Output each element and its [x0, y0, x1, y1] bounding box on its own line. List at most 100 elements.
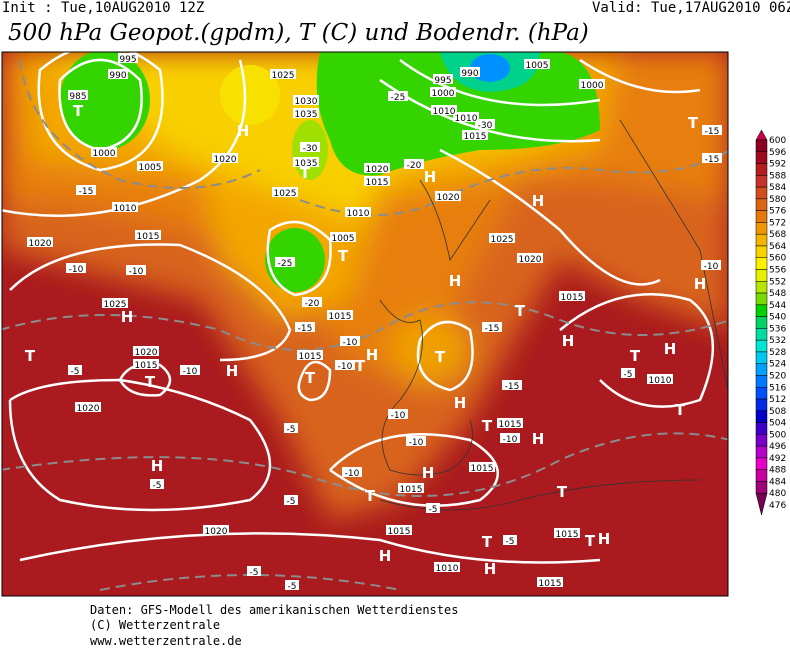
contour-label: -5 [624, 370, 633, 380]
contour-label: 1020 [437, 193, 460, 203]
label-box [302, 297, 322, 307]
colorbar-band [755, 163, 768, 176]
label-box [434, 562, 460, 572]
contour-label: 1020 [214, 155, 237, 165]
colorbar-band [755, 422, 768, 435]
contour-label: -10 [391, 411, 406, 421]
label-box [701, 260, 721, 270]
contour-label: 1010 [649, 376, 672, 386]
pressure-center: T [355, 357, 366, 375]
pressure-center: H [237, 122, 250, 140]
label-box [126, 265, 146, 275]
label-box [647, 374, 673, 384]
label-box [431, 105, 457, 115]
label-box [137, 161, 163, 171]
contour-label: -15 [505, 382, 520, 392]
init-time: Init : Tue,10AUG2010 12Z [2, 0, 204, 16]
colorbar-label: 496 [769, 442, 786, 452]
contour-label: 995 [119, 55, 136, 65]
label-box [212, 153, 238, 163]
contour-label: 1015 [329, 312, 352, 322]
pressure-center: H [562, 332, 575, 350]
label-box [327, 310, 353, 320]
colorbar-band [755, 351, 768, 364]
pressure-center: H [532, 192, 545, 210]
label-box [284, 423, 298, 433]
pressure-center: H [422, 464, 435, 482]
label-box [68, 90, 88, 100]
label-box [270, 69, 296, 79]
contour-label: -25 [278, 259, 293, 269]
colorbar-band [755, 339, 768, 353]
colorbar-label: 568 [769, 230, 786, 240]
colorbar-label: 544 [769, 301, 786, 311]
contour-label: -15 [298, 324, 313, 334]
pressure-center: H [598, 530, 611, 548]
colorbar-label: 516 [769, 383, 786, 393]
contour-label: -20 [305, 299, 320, 309]
colorbar-band [755, 398, 768, 412]
label-box [342, 467, 362, 477]
colorbar-band [755, 139, 768, 153]
contour-label: -30 [478, 121, 493, 131]
label-box [76, 185, 96, 195]
contour-label: 1010 [436, 564, 459, 574]
contour-label: 1010 [455, 114, 478, 124]
contour-label: 990 [461, 69, 478, 79]
contour-label: 1020 [366, 165, 389, 175]
label-box [118, 53, 138, 63]
contour-label: 1020 [135, 348, 158, 358]
pressure-center: T [365, 487, 376, 505]
contour-label: -10 [345, 469, 360, 479]
contour-label: -15 [485, 324, 500, 334]
label-box [133, 346, 159, 356]
colorbar-label: 536 [769, 324, 786, 334]
colorbar-band [755, 269, 768, 282]
contour-label: -10 [503, 435, 518, 445]
colorbar-band [755, 222, 768, 235]
contour-label: 1015 [135, 361, 158, 371]
label-box [112, 202, 138, 212]
contour-label: -10 [338, 362, 353, 372]
label-box [295, 322, 315, 332]
footer-url: www.wetterzentrale.de [90, 634, 242, 648]
colorbar-label: 596 [769, 148, 786, 158]
colorbar-band [755, 233, 768, 247]
contour-label: 1015 [561, 293, 584, 303]
label-box [293, 157, 319, 167]
colorbar-label: 540 [769, 313, 786, 323]
colorbar-band [755, 186, 768, 200]
colorbar-label: 572 [769, 218, 786, 228]
contour-label: 1015 [400, 485, 423, 495]
label-box [426, 503, 440, 513]
pressure-center: T [25, 347, 36, 365]
colorbar-label: 512 [769, 395, 786, 405]
colorbar-band [755, 151, 768, 164]
pressure-center: H [532, 430, 545, 448]
label-box [621, 368, 635, 378]
label-box [133, 359, 159, 369]
valid-time: Valid: Tue,17AUG2010 06Z [592, 0, 790, 16]
colorbar-band [755, 198, 768, 211]
pressure-center: T [482, 533, 493, 551]
colorbar-label: 532 [769, 336, 786, 346]
label-box [102, 298, 128, 308]
pressure-center: H [664, 340, 677, 358]
pressure-center: T [338, 247, 349, 265]
colorbar-label: 504 [769, 419, 786, 429]
colorbar-band [755, 245, 768, 258]
contour-label: 1010 [433, 107, 456, 117]
contour-label: 995 [434, 76, 451, 86]
label-box [203, 525, 229, 535]
contour-label: -15 [705, 155, 720, 165]
colorbar-label: 524 [769, 360, 786, 370]
label-box [453, 112, 479, 122]
colorbar-band [755, 387, 768, 400]
colorbar-label: 528 [769, 348, 786, 358]
label-box [386, 525, 412, 535]
pressure-center: T [300, 164, 311, 182]
pressure-center: T [557, 483, 568, 501]
label-box [702, 153, 722, 163]
colorbar-band [755, 469, 768, 482]
pressure-center: H [694, 275, 707, 293]
